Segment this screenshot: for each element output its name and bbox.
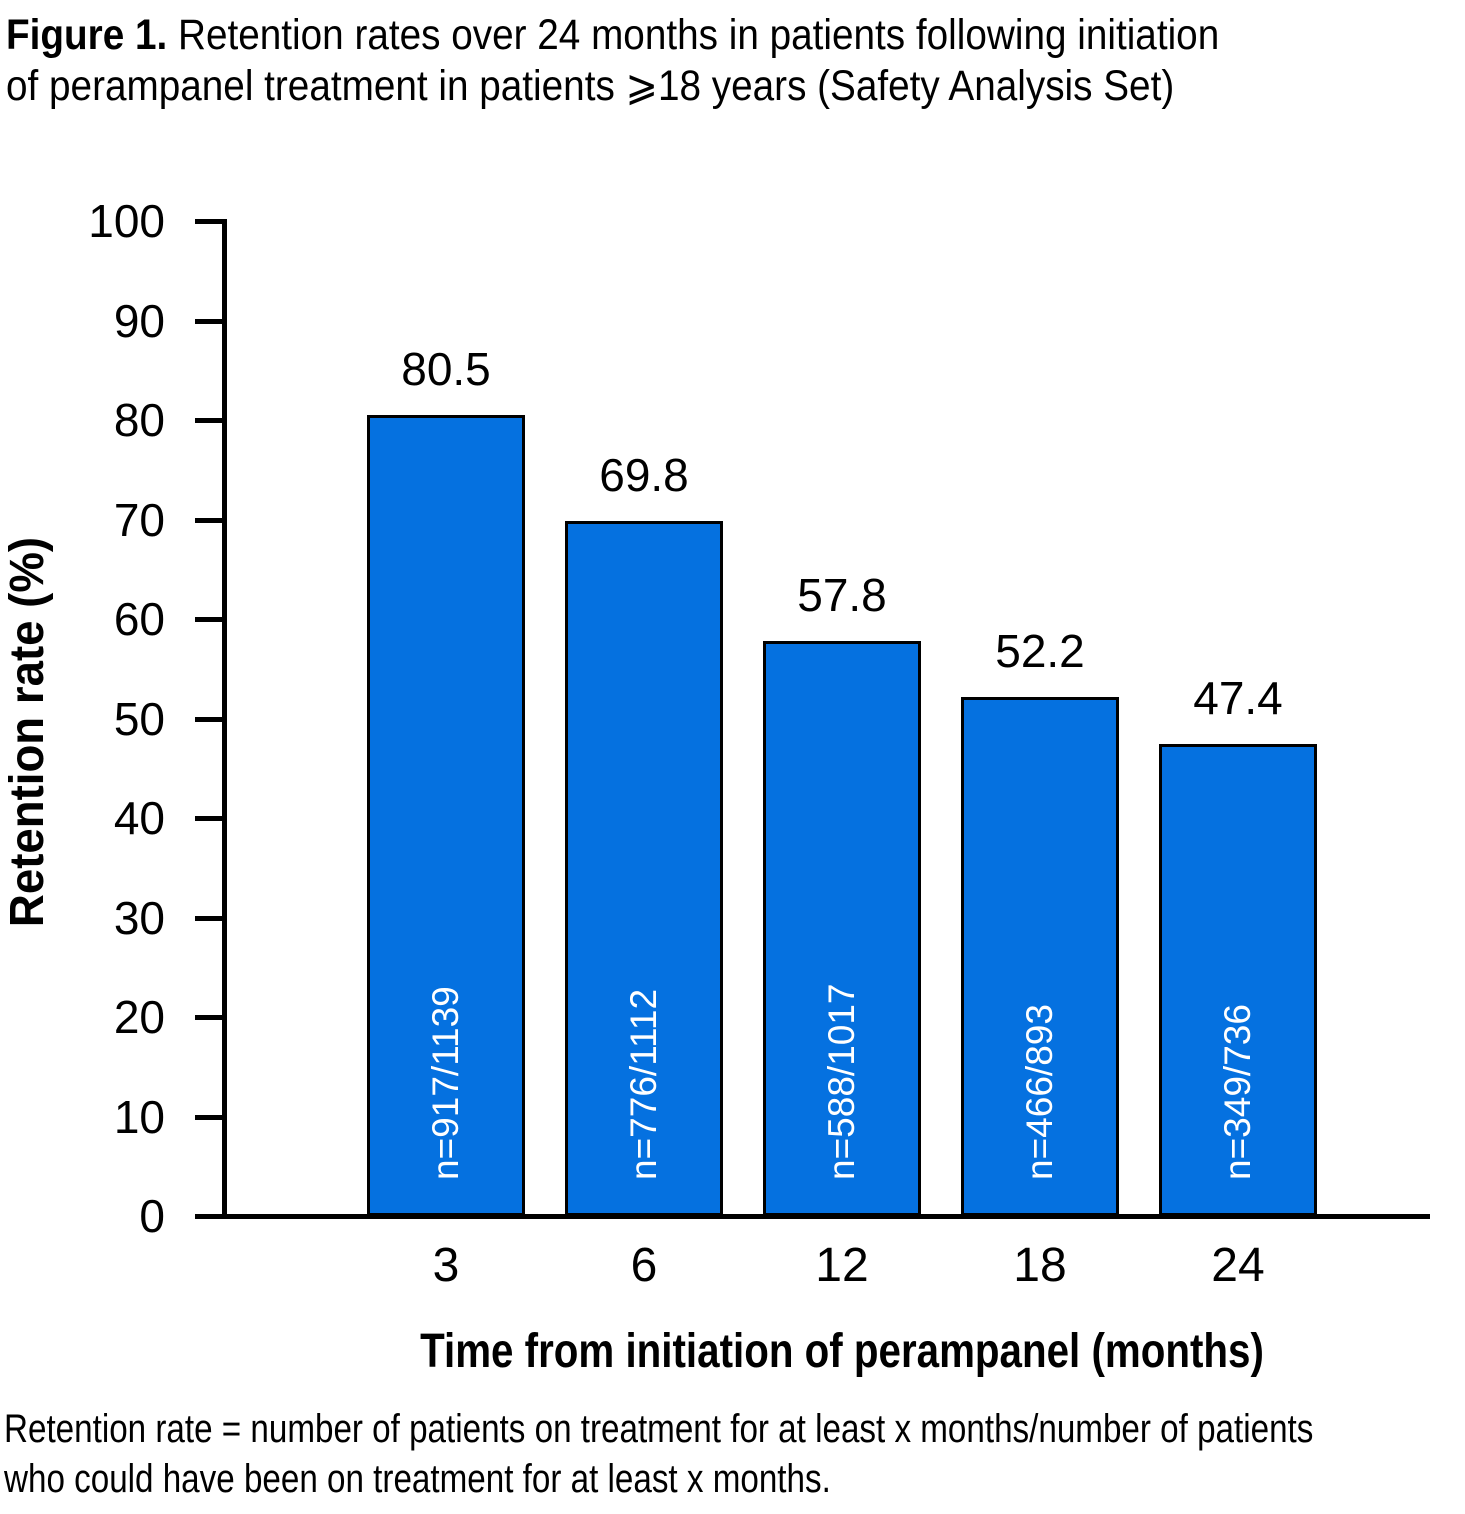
y-tick-label: 60 [113, 593, 165, 645]
x-tick-label: 6 [630, 1239, 658, 1292]
y-tick-mark [195, 1114, 223, 1120]
y-axis-line [222, 219, 227, 1219]
y-tick-label: 50 [113, 692, 165, 745]
bar [1159, 744, 1317, 1216]
y-tick-mark [195, 318, 223, 324]
y-tick-label: 100 [88, 195, 165, 247]
bar-value-label: 52.2 [995, 625, 1085, 677]
y-tick-label: 70 [113, 493, 165, 546]
y-tick-mark [195, 915, 223, 921]
x-tick-label: 24 [1211, 1239, 1265, 1292]
y-tick-label: 90 [113, 294, 165, 347]
x-tick-label: 12 [815, 1239, 869, 1292]
y-tick-mark [195, 617, 223, 622]
bar-n-label: n=349/736 [1217, 1004, 1258, 1180]
bar [961, 697, 1119, 1216]
figure-title-line2: of perampanel treatment in patients ⩾18 … [6, 62, 1175, 110]
bar-value-label: 57.8 [797, 569, 887, 621]
bar-value-label: 80.5 [401, 343, 491, 395]
y-tick-mark [195, 716, 223, 722]
y-tick-mark [195, 219, 223, 224]
y-tick-mark [195, 517, 223, 523]
x-tick-label: 18 [1013, 1239, 1067, 1292]
bar [565, 521, 723, 1216]
y-tick-label: 30 [113, 891, 165, 944]
y-tick-mark [195, 418, 223, 423]
bar-value-label: 69.8 [599, 449, 689, 501]
y-tick-label: 0 [139, 1190, 165, 1242]
bar-n-label: n=917/1139 [425, 986, 466, 1180]
y-tick-mark [195, 816, 223, 821]
y-tick-mark [195, 1015, 223, 1020]
figure-footnote: Retention rate = number of patients on t… [4, 1404, 1313, 1504]
bar-n-label: n=466/893 [1019, 1004, 1060, 1180]
y-tick-label: 80 [113, 394, 165, 446]
y-tick-label: 10 [113, 1090, 165, 1143]
y-tick-label: 20 [113, 991, 165, 1043]
x-axis-title: Time from initiation of perampanel (mont… [420, 1325, 1264, 1378]
figure-title: Figure 1. Retention rates over 24 months… [6, 10, 1219, 112]
figure-title-label: Figure 1. [6, 11, 168, 59]
bar [367, 415, 525, 1216]
bar-n-label: n=588/1017 [821, 983, 862, 1180]
y-tick-label: 40 [113, 792, 165, 844]
x-axis-line [195, 1214, 1430, 1219]
bar-n-label: n=776/1112 [623, 988, 664, 1180]
footnote-line1: Retention rate = number of patients on t… [4, 1407, 1314, 1451]
footnote-line2: who could have been on treatment for at … [4, 1457, 831, 1501]
figure-title-line1: Retention rates over 24 months in patien… [167, 11, 1220, 59]
bar-value-label: 47.4 [1193, 672, 1283, 724]
x-tick-label: 3 [432, 1239, 460, 1292]
